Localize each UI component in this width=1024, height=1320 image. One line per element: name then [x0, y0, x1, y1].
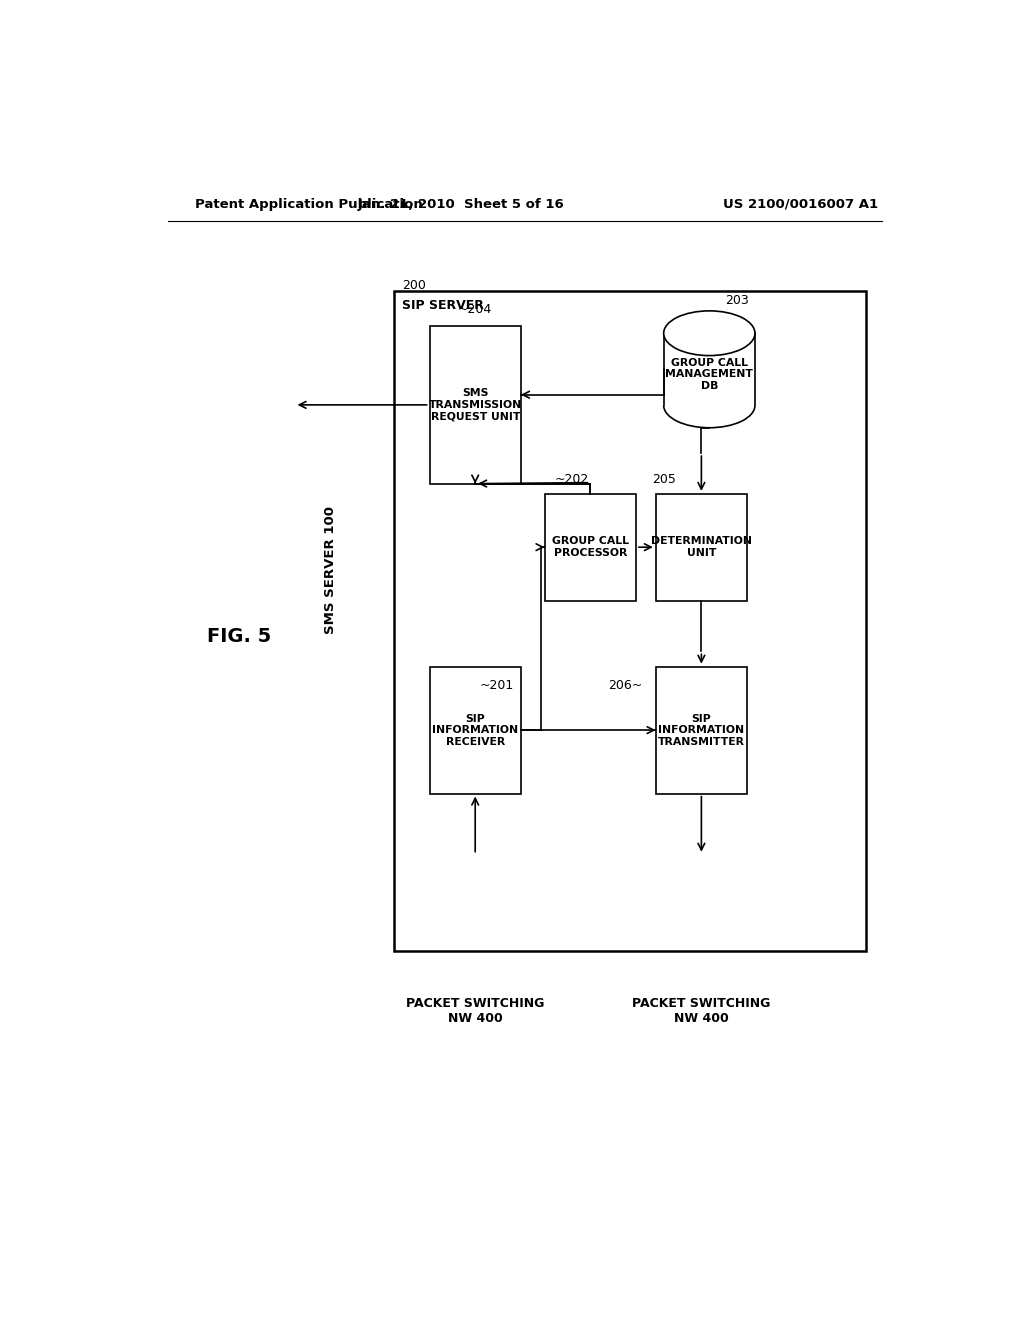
- Text: Jan. 21, 2010  Sheet 5 of 16: Jan. 21, 2010 Sheet 5 of 16: [358, 198, 564, 211]
- Text: PACKET SWITCHING
NW 400: PACKET SWITCHING NW 400: [632, 997, 771, 1024]
- Text: SIP
INFORMATION
TRANSMITTER: SIP INFORMATION TRANSMITTER: [657, 714, 744, 747]
- Text: US 2100/0016007 A1: US 2100/0016007 A1: [723, 198, 879, 211]
- Bar: [394, 290, 866, 952]
- Text: 205: 205: [652, 473, 676, 486]
- Text: ~204: ~204: [458, 304, 492, 315]
- Ellipse shape: [664, 312, 755, 355]
- Text: Patent Application Publication: Patent Application Publication: [196, 198, 423, 211]
- Bar: [430, 667, 521, 793]
- Text: DETERMINATION
UNIT: DETERMINATION UNIT: [651, 536, 752, 558]
- Text: ~201: ~201: [480, 678, 514, 692]
- Text: SIP SERVER: SIP SERVER: [401, 298, 483, 312]
- Text: GROUP CALL
PROCESSOR: GROUP CALL PROCESSOR: [552, 536, 629, 558]
- Text: GROUP CALL
MANAGEMENT
DB: GROUP CALL MANAGEMENT DB: [666, 358, 754, 391]
- Text: SMS
TRANSMISSION
REQUEST UNIT: SMS TRANSMISSION REQUEST UNIT: [429, 388, 522, 421]
- Bar: [655, 667, 748, 793]
- Text: FIG. 5: FIG. 5: [207, 627, 271, 645]
- Bar: [545, 494, 636, 601]
- Bar: [655, 494, 748, 601]
- Text: ~202: ~202: [555, 473, 589, 486]
- Bar: [430, 326, 521, 483]
- Text: SIP
INFORMATION
RECEIVER: SIP INFORMATION RECEIVER: [432, 714, 518, 747]
- Text: PACKET SWITCHING
NW 400: PACKET SWITCHING NW 400: [406, 997, 545, 1024]
- Text: 203: 203: [725, 294, 749, 308]
- Text: SMS SERVER 100: SMS SERVER 100: [324, 506, 337, 634]
- Bar: [664, 333, 755, 405]
- Text: 206~: 206~: [608, 678, 642, 692]
- Text: 200: 200: [401, 279, 426, 292]
